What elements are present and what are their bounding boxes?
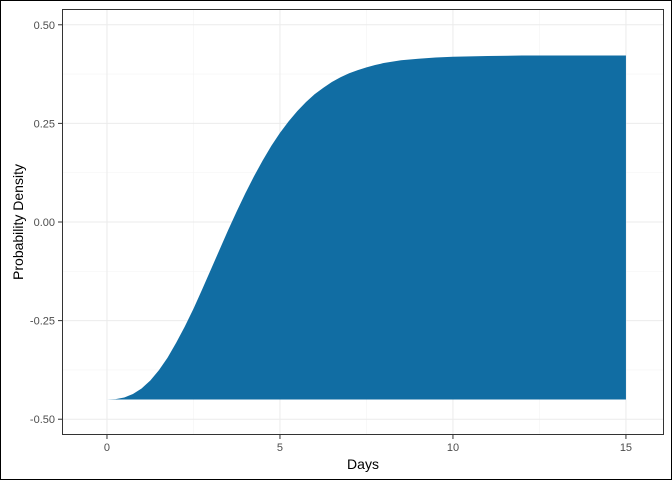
ticks: 0 5 10 15 0.50 0.25 0.00 -0.25 -0.50	[30, 20, 632, 454]
density-area	[106, 55, 626, 400]
y-tick-label: -0.50	[30, 414, 55, 426]
x-axis-title: Days	[347, 456, 379, 472]
y-tick-label: -0.25	[30, 316, 55, 328]
area-layer	[106, 55, 626, 400]
x-tick-label: 15	[620, 442, 632, 454]
y-tick-label: 0.00	[34, 217, 55, 229]
x-tick-label: 0	[104, 442, 110, 454]
y-tick-label: 0.50	[34, 20, 55, 32]
x-tick-label: 5	[277, 442, 283, 454]
y-tick-label: 0.25	[34, 118, 55, 130]
panel-border	[62, 9, 664, 435]
y-axis-title: Probability Density	[10, 164, 26, 280]
x-tick-label: 10	[447, 442, 459, 454]
